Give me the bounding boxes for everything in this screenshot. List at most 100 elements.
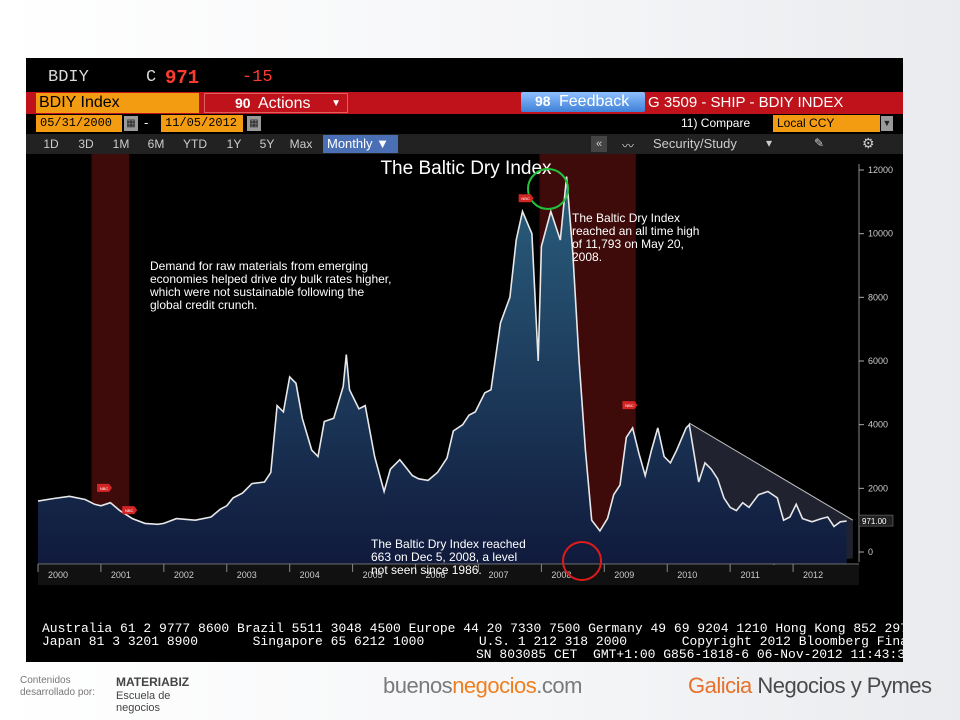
period-button-max[interactable]: Max: [289, 137, 313, 151]
y-tick-label: 2000: [868, 483, 888, 493]
last-value-box: [858, 514, 894, 527]
bdi-chart: 0 2000 4000 6000 8000 10000 12000 2000 2001 2002…: [37, 154, 894, 585]
caret-down-icon[interactable]: ▼: [881, 116, 893, 131]
y-tick-label: 8000: [868, 292, 888, 302]
end-date-input[interactable]: 11/05/2012: [161, 115, 243, 132]
credit-text: Contenidos desarrollado por:: [20, 675, 96, 698]
x-tick-label: 2006: [426, 570, 446, 580]
negocios-pymes-text: Negocios y Pymes: [751, 673, 932, 698]
calendar-icon[interactable]: ▦: [124, 116, 138, 131]
event-marker-label: NBC: [625, 403, 634, 408]
trough-highlight-circle: [562, 541, 602, 581]
galicia-logo: Galicia Negocios y Pymes: [688, 673, 932, 699]
period-button-1y[interactable]: 1Y: [226, 137, 242, 151]
annotate-icon[interactable]: ▾: [766, 136, 773, 150]
annotation-1: Demand for raw materials from emerging ec…: [149, 259, 391, 312]
security-field[interactable]: BDIY Index: [36, 93, 199, 113]
bloomberg-terminal: BDIY C 971 -15 BDIY Index 90 Actions ▼ 9…: [26, 58, 903, 662]
quote-bar: BDIY C 971 -15: [26, 58, 903, 92]
period-button-1m[interactable]: 1M: [112, 137, 130, 151]
frequency-select[interactable]: Monthly ▼: [323, 135, 398, 153]
last-price: 971: [165, 67, 200, 89]
period-button-ytd[interactable]: YTD: [183, 137, 207, 151]
last-value-label: 971.00: [862, 517, 887, 526]
chart-line-icon: 〰: [622, 139, 635, 153]
feedback-number: 98: [535, 93, 551, 109]
footer-line-2: Japan 81 3 3201 8900 Singapore 65 6212 1…: [42, 634, 903, 649]
gear-icon[interactable]: ⚙: [862, 135, 875, 151]
y-tick-label: 4000: [868, 420, 888, 430]
period-button-5y[interactable]: 5Y: [259, 137, 275, 151]
footer-line-3: SN 803085 CET GMT+1:00 G856-1818-6 06-No…: [476, 647, 903, 662]
y-tick-label: 10000: [868, 229, 893, 239]
x-tick-label: 2010: [677, 570, 697, 580]
y-tick-label: 0: [868, 547, 873, 557]
event-marker-label: NBC: [100, 486, 109, 491]
negocios-text: negocios: [452, 673, 537, 698]
index-line: [37, 176, 847, 533]
x-tick-label: 2002: [174, 570, 194, 580]
annotation-2: The Baltic Dry Index reached an all time …: [572, 211, 699, 264]
event-marker: NBC: [622, 401, 638, 410]
event-marker: NBC: [122, 506, 138, 515]
event-marker: NBC: [518, 194, 534, 203]
x-tick-label: 2011: [740, 570, 759, 580]
com-text: .com: [536, 673, 582, 698]
x-tick-label: 2000: [48, 570, 68, 580]
caret-down-icon: ▼: [331, 98, 341, 109]
event-marker: NBC: [97, 483, 113, 492]
security-study-button[interactable]: Security/Study: [653, 136, 737, 151]
recession-band-0: [91, 154, 130, 564]
y-tick-label: 12000: [868, 165, 893, 175]
annotations-group: Demand for raw materials from emerging ec…: [149, 211, 699, 577]
x-tick-label: 2012: [803, 570, 823, 580]
x-tick-label: 2009: [614, 570, 634, 580]
event-marker-label: NBC: [125, 508, 134, 513]
x-tick-label: 2003: [237, 570, 257, 580]
feedback-label: Feedback: [559, 93, 630, 110]
galicia-text: Galicia: [688, 673, 752, 698]
actions-number: 90: [235, 95, 251, 111]
y-tick-label: 6000: [868, 356, 888, 366]
x-axis: 2000 2001 2002 2003 2004 2005 2006 2007 2008 2009…: [37, 563, 859, 585]
currency-select[interactable]: Local CCY: [773, 115, 880, 132]
escuela-subtitle: Escuela de negocios: [116, 690, 171, 714]
event-marker-label: NBC: [521, 196, 530, 201]
x-tick-label: 2008: [551, 570, 571, 580]
chart-title: The Baltic Dry Index: [380, 158, 552, 179]
y-axis: 0 2000 4000 6000 8000 10000 12000: [858, 164, 893, 562]
peak-highlight-circle: [527, 168, 569, 210]
period-button-6m[interactable]: 6M: [147, 137, 165, 151]
index-area: [38, 176, 847, 564]
compare-button[interactable]: 11) Compare: [681, 116, 751, 130]
trend-line-upper: [688, 422, 854, 521]
collapse-button[interactable]: «: [591, 136, 607, 152]
feedback-button[interactable]: 98 Feedback: [521, 92, 645, 112]
calendar-icon[interactable]: ▦: [247, 116, 261, 131]
event-markers: NBC NBC NBC NBC: [97, 194, 638, 515]
last-value-tag: 971.00: [858, 514, 894, 527]
actions-button[interactable]: 90 Actions ▼: [204, 93, 348, 113]
period-button-1d[interactable]: 1D: [43, 137, 59, 151]
annotation-3: The Baltic Dry Index reached 663 on Dec 5…: [371, 537, 526, 577]
x-axis-band: [38, 565, 859, 585]
date-range-bar: [26, 114, 903, 134]
period-toolbar: [26, 134, 903, 154]
price-prefix: C: [146, 68, 157, 87]
start-date-input[interactable]: 05/31/2000: [36, 115, 122, 132]
date-separator: -: [144, 115, 149, 130]
actions-label: Actions: [258, 95, 311, 112]
x-tick-label: 2007: [488, 570, 508, 580]
price-change: -15: [242, 68, 273, 87]
edit-icon[interactable]: ✎: [814, 136, 825, 150]
footer-line-1: Australia 61 2 9777 8600 Brazil 5511 304…: [42, 621, 903, 636]
materiabiz-logo: MATERIABIZ: [116, 675, 190, 689]
period-button-3d[interactable]: 3D: [78, 137, 94, 151]
x-tick-label: 2001: [111, 570, 131, 580]
function-title: G 3509 - SHIP - BDIY INDEX: [648, 94, 844, 111]
buenos-text: buenos: [383, 673, 453, 698]
buenosnegocios-logo: buenosnegocios.com: [383, 673, 582, 699]
ticker-label: BDIY: [48, 68, 89, 87]
x-tick-label: 2005: [363, 570, 383, 580]
x-tick-label: 2004: [300, 570, 320, 580]
